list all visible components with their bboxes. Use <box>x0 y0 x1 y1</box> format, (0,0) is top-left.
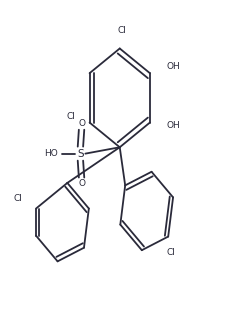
Text: Cl: Cl <box>66 112 75 121</box>
Text: OH: OH <box>166 62 180 71</box>
Text: S: S <box>77 148 83 159</box>
Text: O: O <box>78 180 85 188</box>
Text: Cl: Cl <box>14 195 22 204</box>
Text: Cl: Cl <box>165 248 174 257</box>
Text: OH: OH <box>166 121 180 130</box>
Text: HO: HO <box>44 149 58 158</box>
Text: Cl: Cl <box>117 27 126 36</box>
Text: O: O <box>78 119 85 128</box>
